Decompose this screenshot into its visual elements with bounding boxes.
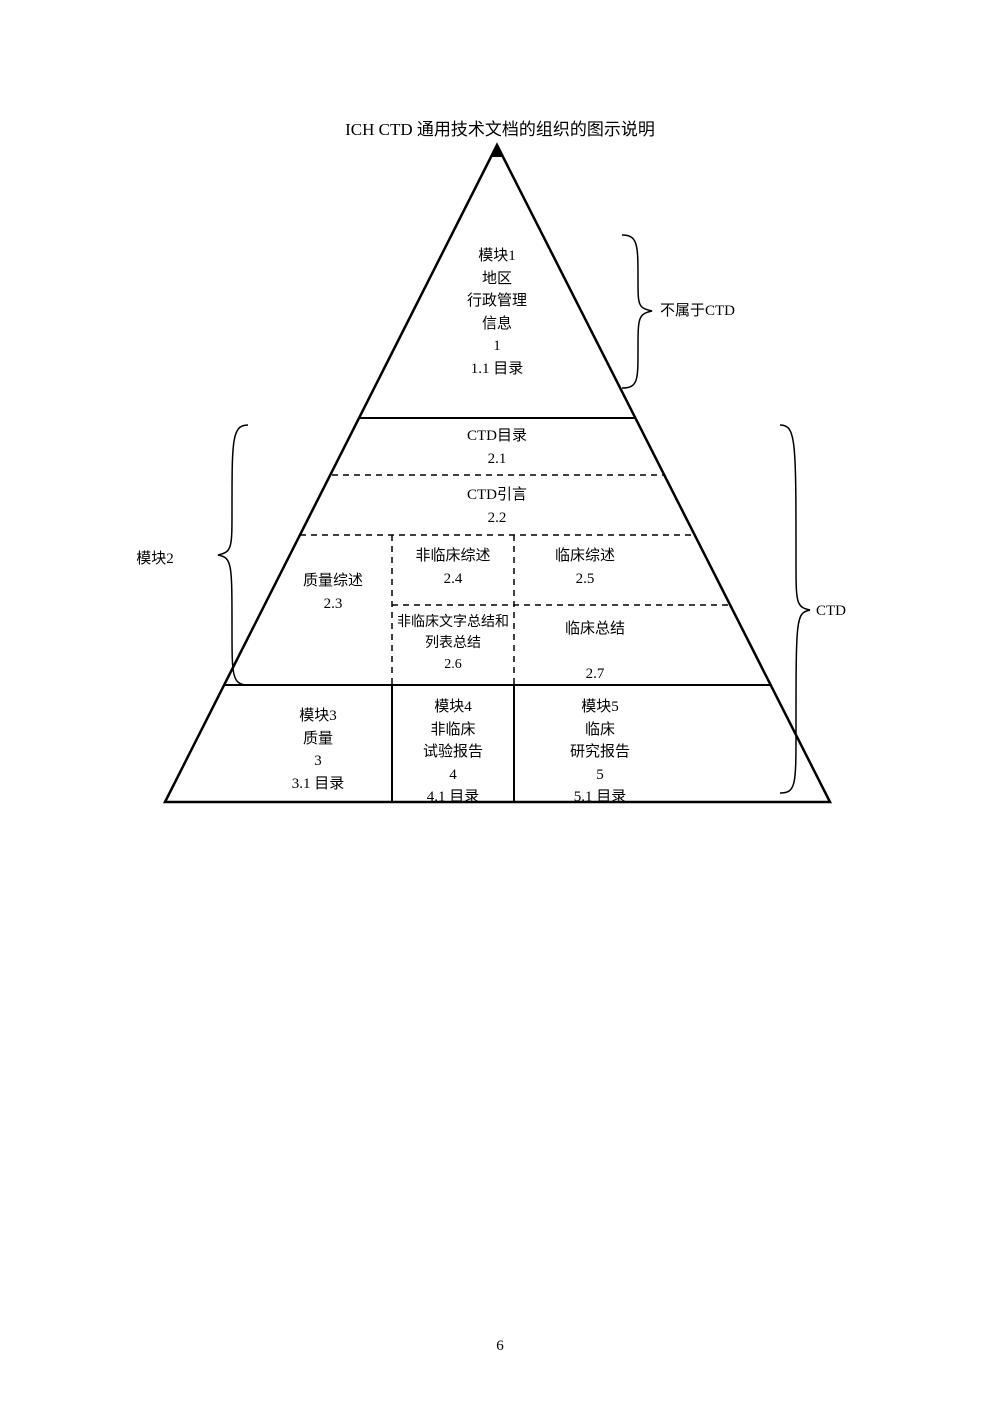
row-2-1-label: CTD目录 2.1 [0,425,994,470]
annotation-module2: 模块2 [115,548,195,571]
diagram-title: ICH CTD 通用技术文档的组织的图示说明 [0,115,1000,140]
cell-2-5-label: 临床综述 2.5 [520,545,650,590]
cell-2-6-label: 非临床文字总结和 列表总结 2.6 [390,612,516,675]
cell-2-4-label: 非临床综述 2.4 [392,545,514,590]
module5-label: 模块5 临床 研究报告 5 5.1 目录 [525,696,675,809]
cell-2-3-label: 质量综述 2.3 [273,570,393,615]
module1-label: 模块1 地区 行政管理 信息 1 1.1 目录 [0,245,994,380]
row-2-2-label: CTD引言 2.2 [0,484,994,529]
module4-label: 模块4 非临床 试验报告 4 4.1 目录 [392,696,514,809]
page-number: 6 [0,1338,1000,1355]
module3-label: 模块3 质量 3 3.1 目录 [248,705,388,795]
annotation-ctd: CTD [816,600,876,623]
annotation-not-ctd: 不属于CTD [660,300,780,323]
cell-2-7-label: 临床总结 2.7 [520,618,670,686]
brace-ctd [780,425,810,793]
